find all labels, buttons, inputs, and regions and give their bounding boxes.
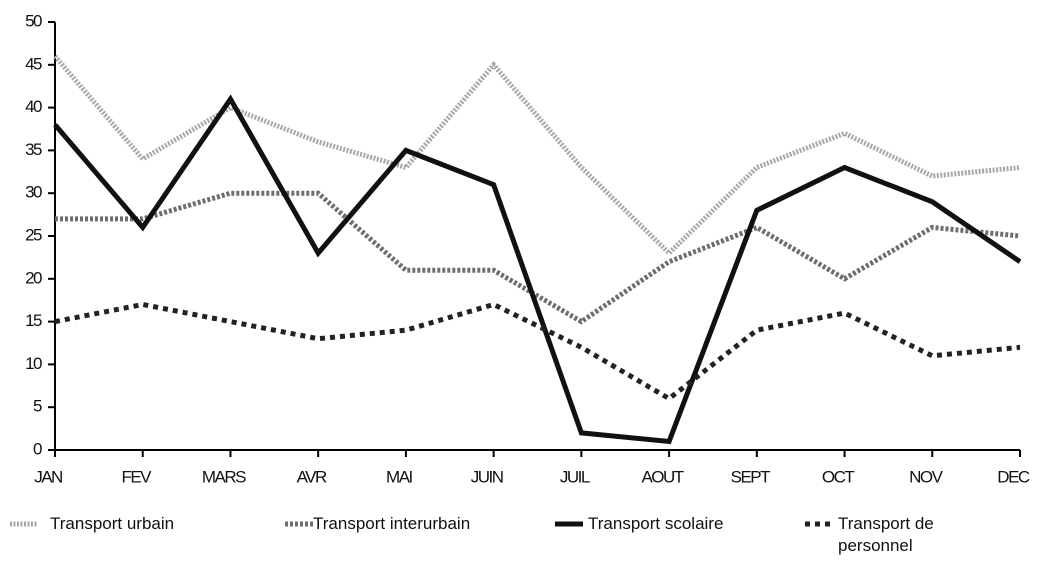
x-tick-label: MAI bbox=[386, 467, 413, 486]
legend-symbol bbox=[10, 521, 38, 527]
series-line bbox=[54, 301, 1021, 402]
y-tick-label: 35 bbox=[25, 140, 42, 159]
series-line bbox=[55, 190, 1021, 325]
x-tick-label: SEPT bbox=[731, 467, 771, 486]
y-tick-label: 5 bbox=[33, 397, 42, 416]
y-tick-label: 20 bbox=[25, 268, 42, 287]
x-tick-label: NOV bbox=[909, 467, 944, 486]
legend-symbol bbox=[805, 521, 833, 527]
series-line bbox=[53, 94, 1022, 445]
y-tick-label: 40 bbox=[25, 97, 42, 116]
x-tick-label: MARS bbox=[202, 467, 246, 486]
legend-label: Transport interurbain bbox=[313, 514, 471, 533]
y-tick-label: 10 bbox=[25, 354, 42, 373]
y-tick-label: 50 bbox=[25, 11, 42, 30]
legend-symbol bbox=[555, 521, 583, 527]
x-tick-label: AVR bbox=[297, 467, 327, 486]
chart: 0 5 10 15 20 25 30 35 40 45 50 JAN FEV MARS AVR MAI JUIN… bbox=[25, 11, 1031, 486]
x-tick-label: JAN bbox=[34, 467, 62, 486]
y-tick-label: 45 bbox=[25, 54, 42, 73]
y-tick-label: 30 bbox=[25, 183, 42, 202]
x-tick-label: FEV bbox=[121, 467, 152, 486]
legend-label: Transport de personnel bbox=[838, 514, 934, 555]
y-tick-label: 15 bbox=[25, 311, 42, 330]
x-tick-label: DEC bbox=[997, 467, 1030, 486]
x-tick-label: OCT bbox=[822, 467, 855, 486]
x-tick-label: AOUT bbox=[641, 467, 683, 486]
x-tick-label: JUIN bbox=[471, 467, 503, 486]
legend-label: Transport scolaire bbox=[588, 514, 724, 533]
legend-label: Transport urbain bbox=[50, 514, 175, 533]
x-tick-label: JUIL bbox=[560, 467, 590, 486]
series-line bbox=[53, 54, 1021, 257]
y-tick-label: 25 bbox=[25, 225, 42, 244]
y-tick-label: 0 bbox=[33, 439, 42, 458]
